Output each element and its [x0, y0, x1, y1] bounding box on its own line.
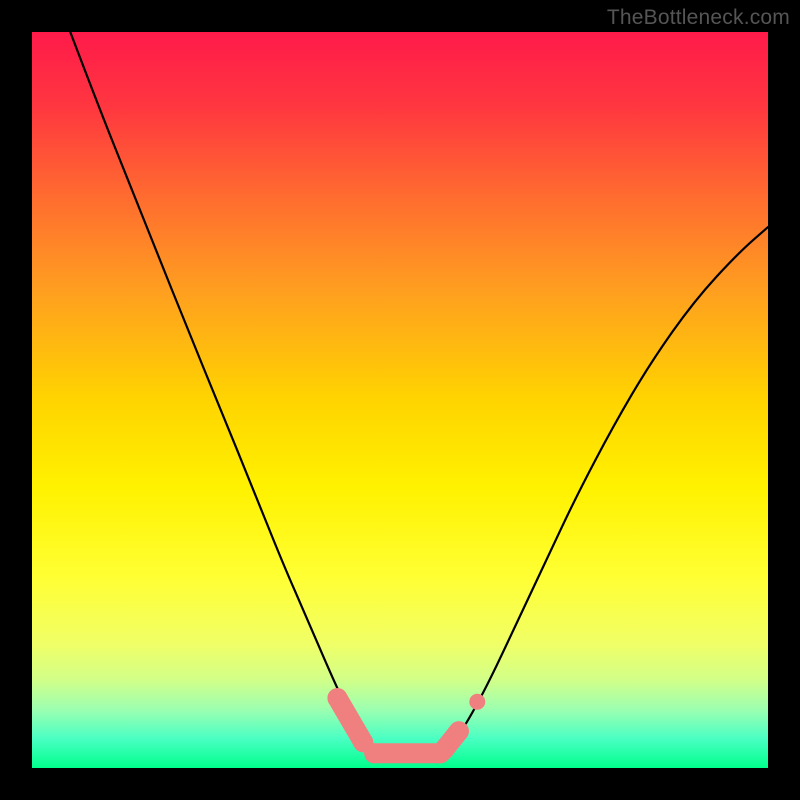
highlight-cap	[327, 688, 347, 708]
highlight-cap	[449, 721, 469, 741]
watermark-text: TheBottleneck.com	[607, 6, 790, 30]
highlight-dot	[469, 694, 485, 710]
gradient-background	[32, 32, 768, 768]
highlight-cap	[434, 740, 454, 760]
plot-area	[32, 32, 768, 768]
gradient-line-chart	[32, 32, 768, 768]
chart-frame: TheBottleneck.com	[0, 0, 800, 800]
highlight-cap	[364, 743, 384, 763]
